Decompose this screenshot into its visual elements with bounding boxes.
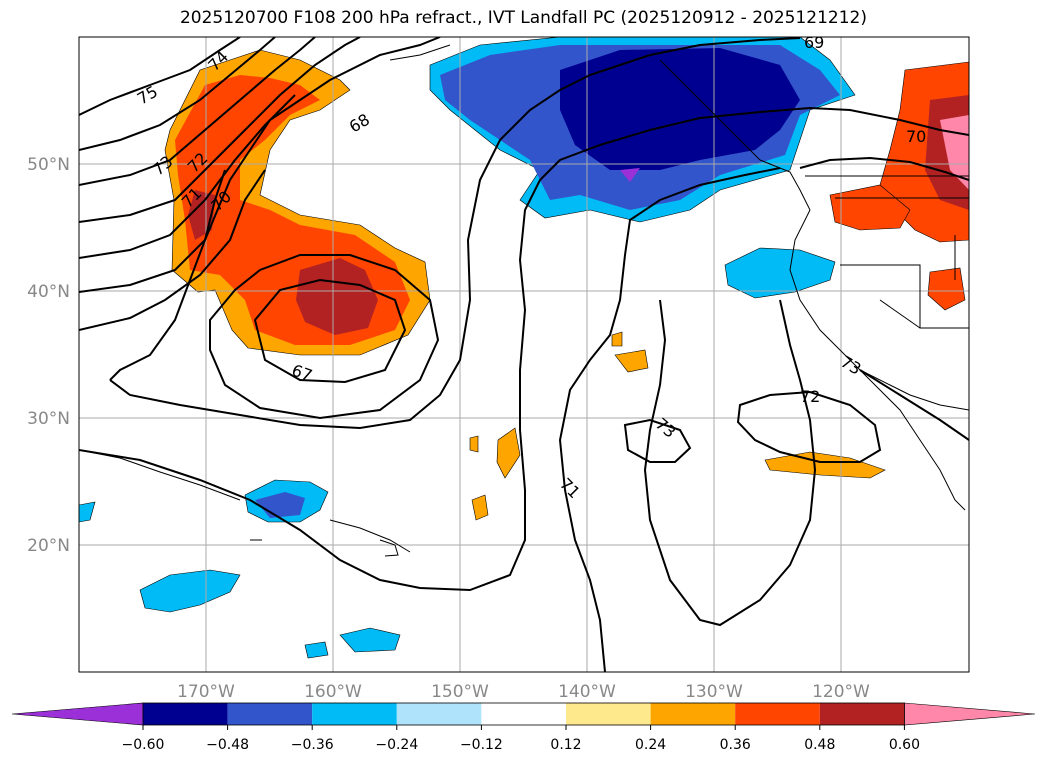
contour-label: 70 <box>906 127 926 146</box>
negative-anomaly-south <box>79 479 401 659</box>
colorbar-swatch <box>735 703 820 725</box>
contour-label: 69 <box>804 33 824 52</box>
colorbar-swatch <box>650 703 736 725</box>
lat-label-40n: 40°N <box>27 282 70 302</box>
colorbar-extend-under <box>11 702 144 726</box>
lon-label-130w: 130°W <box>685 682 743 702</box>
colorbar-tick-label: −0.12 <box>460 737 503 753</box>
colorbar: −0.60 −0.48 −0.36 −0.24 −0.12 0.12 0.24 … <box>11 702 1036 753</box>
contour-label: 72 <box>800 387 820 406</box>
colorbar-tick-label: −0.24 <box>375 737 418 753</box>
negative-anomaly-north <box>429 37 856 223</box>
colorbar-tick-label: 0.36 <box>720 737 751 753</box>
lon-label-160w: 160°W <box>304 682 362 702</box>
contours <box>79 37 969 672</box>
lon-label-140w: 140°W <box>558 682 616 702</box>
plot-title: 2025120700 F108 200 hPa refract., IVT La… <box>179 8 867 28</box>
lat-label-20n: 20°N <box>27 536 70 556</box>
lat-label-30n: 30°N <box>27 409 70 429</box>
colorbar-swatch <box>396 703 482 725</box>
lon-label-170w: 170°W <box>177 682 235 702</box>
map-frame <box>78 36 970 673</box>
colorbar-tick-label: 0.12 <box>550 737 581 753</box>
colorbar-swatch <box>566 703 651 725</box>
colorbar-swatch <box>481 703 566 725</box>
colorbar-tick-label: −0.48 <box>206 737 249 753</box>
positive-anomaly-east <box>829 61 969 311</box>
colorbar-swatch <box>227 703 313 725</box>
colorbar-swatch <box>819 703 905 725</box>
longitude-labels: 170°W 160°W 150°W 140°W 130°W 120°W <box>177 682 870 702</box>
colorbar-tick-label: −0.36 <box>291 737 334 753</box>
colorbar-extend-over <box>904 702 1036 726</box>
colorbar-tick-label: −0.60 <box>122 737 165 753</box>
negative-anomaly-coast <box>724 247 836 299</box>
map-layers: 75 74 73 72 71 70 68 67 69 70 72 73 71 7… <box>79 33 969 672</box>
positive-anomaly-small <box>469 331 886 521</box>
latitude-labels: 50°N 40°N 30°N 20°N <box>27 155 70 556</box>
colorbar-tick-label: 0.48 <box>804 737 835 753</box>
colorbar-tick-labels: −0.60 −0.48 −0.36 −0.24 −0.12 0.12 0.24 … <box>122 737 920 753</box>
colorbar-swatch <box>312 703 397 725</box>
colorbar-tick-label: 0.24 <box>635 737 666 753</box>
colorbar-swatch <box>143 703 228 725</box>
lon-label-150w: 150°W <box>431 682 489 702</box>
colorbar-tick-label: 0.60 <box>889 737 920 753</box>
lon-label-120w: 120°W <box>812 682 870 702</box>
lat-label-50n: 50°N <box>27 155 70 175</box>
colorbar-ticks <box>142 725 905 730</box>
colorbar-frame <box>142 702 905 726</box>
